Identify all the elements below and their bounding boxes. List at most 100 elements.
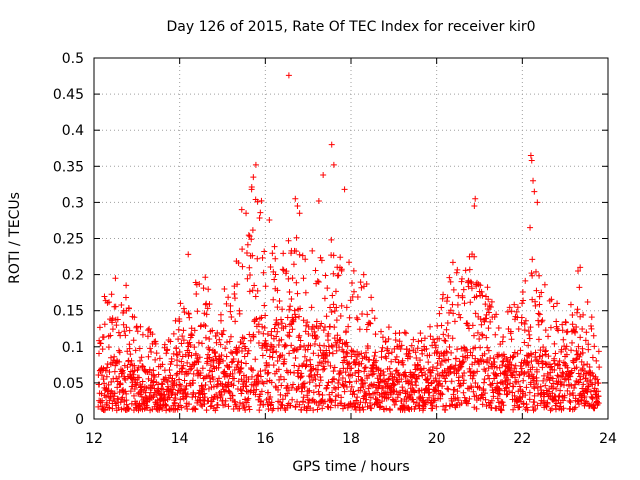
data-point: [225, 294, 232, 301]
data-point: [167, 372, 174, 379]
data-point: [541, 281, 548, 288]
data-point: [252, 356, 259, 363]
data-point: [573, 323, 580, 330]
data-point: [191, 327, 198, 334]
data-point: [575, 343, 582, 350]
data-point: [131, 376, 138, 383]
data-point: [466, 325, 473, 332]
data-point: [582, 375, 589, 382]
data-point: [528, 351, 535, 358]
data-point: [402, 330, 409, 337]
data-point: [442, 406, 449, 413]
data-point: [255, 321, 262, 328]
data-point: [201, 390, 208, 397]
data-point: [562, 319, 569, 326]
data-point: [500, 333, 507, 340]
data-point: [374, 389, 380, 396]
data-point: [149, 331, 156, 338]
data-point: [111, 397, 118, 404]
data-point: [341, 388, 348, 395]
data-point: [549, 390, 556, 397]
data-point: [408, 342, 415, 349]
data-point: [361, 368, 368, 375]
data-point: [307, 342, 314, 349]
data-point: [323, 347, 330, 354]
data-point: [171, 400, 178, 407]
data-point: [122, 377, 129, 384]
data-point: [492, 331, 499, 338]
data-point: [321, 342, 328, 349]
data-point: [148, 348, 155, 355]
data-point: [476, 384, 483, 391]
data-point: [596, 364, 603, 371]
data-point: [431, 339, 438, 346]
data-point: [320, 171, 327, 178]
data-point: [204, 358, 211, 365]
data-point: [180, 337, 187, 344]
data-point: [479, 292, 486, 299]
data-point: [346, 314, 353, 321]
data-point: [569, 311, 576, 318]
data-point: [279, 306, 286, 313]
data-point: [248, 366, 255, 373]
data-point: [567, 301, 574, 308]
data-point: [402, 372, 409, 379]
data-point: [327, 404, 334, 411]
data-point: [486, 309, 493, 316]
data-point: [412, 349, 419, 356]
data-point: [526, 389, 533, 396]
data-point: [348, 365, 355, 372]
data-point: [111, 368, 118, 375]
data-point: [112, 303, 119, 310]
data-point: [569, 339, 576, 346]
data-point: [131, 367, 138, 374]
data-point: [241, 335, 248, 342]
data-point: [150, 378, 157, 385]
data-point: [359, 310, 366, 317]
data-point: [318, 360, 325, 367]
data-point: [281, 358, 288, 365]
data-point: [179, 333, 186, 340]
data-point: [374, 396, 381, 403]
data-point: [534, 199, 541, 206]
x-axis-ticks: 12 14 16 18 20 22 24: [85, 58, 617, 447]
data-point: [302, 328, 309, 335]
data-point: [454, 301, 461, 308]
data-point: [100, 376, 107, 383]
data-point: [470, 369, 477, 376]
x-tick-label: 22: [513, 431, 531, 447]
data-point: [307, 405, 314, 412]
data-point: [298, 388, 305, 395]
data-point: [274, 304, 281, 311]
data-point: [294, 290, 301, 297]
data-point: [494, 395, 501, 402]
data-point: [274, 287, 281, 294]
data-point: [577, 264, 584, 271]
data-point: [301, 353, 308, 360]
data-point: [282, 342, 289, 349]
data-point: [559, 321, 566, 328]
data-point: [189, 377, 196, 384]
data-point: [572, 381, 579, 388]
data-point: [190, 405, 197, 412]
data-point: [363, 326, 370, 333]
data-point: [532, 405, 539, 412]
data-point: [343, 349, 350, 356]
data-point: [178, 358, 185, 365]
data-point: [176, 318, 183, 325]
data-point: [236, 405, 243, 412]
data-point: [263, 347, 270, 354]
data-point: [279, 266, 286, 273]
data-point: [195, 339, 202, 346]
data-point: [305, 331, 312, 338]
data-point: [202, 322, 209, 329]
data-point: [556, 358, 563, 365]
x-tick-label: 20: [428, 431, 446, 447]
data-point: [117, 380, 124, 387]
data-point: [470, 388, 477, 395]
data-point: [238, 359, 245, 366]
data-point: [218, 352, 225, 359]
data-point: [222, 345, 229, 352]
data-point: [349, 293, 356, 300]
data-point: [591, 405, 598, 412]
